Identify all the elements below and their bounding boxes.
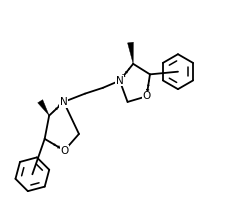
Polygon shape — [38, 100, 49, 116]
Text: O: O — [60, 146, 68, 155]
Text: N: N — [115, 76, 123, 86]
Text: N: N — [60, 97, 67, 107]
Text: O: O — [142, 91, 150, 101]
Polygon shape — [127, 42, 133, 64]
